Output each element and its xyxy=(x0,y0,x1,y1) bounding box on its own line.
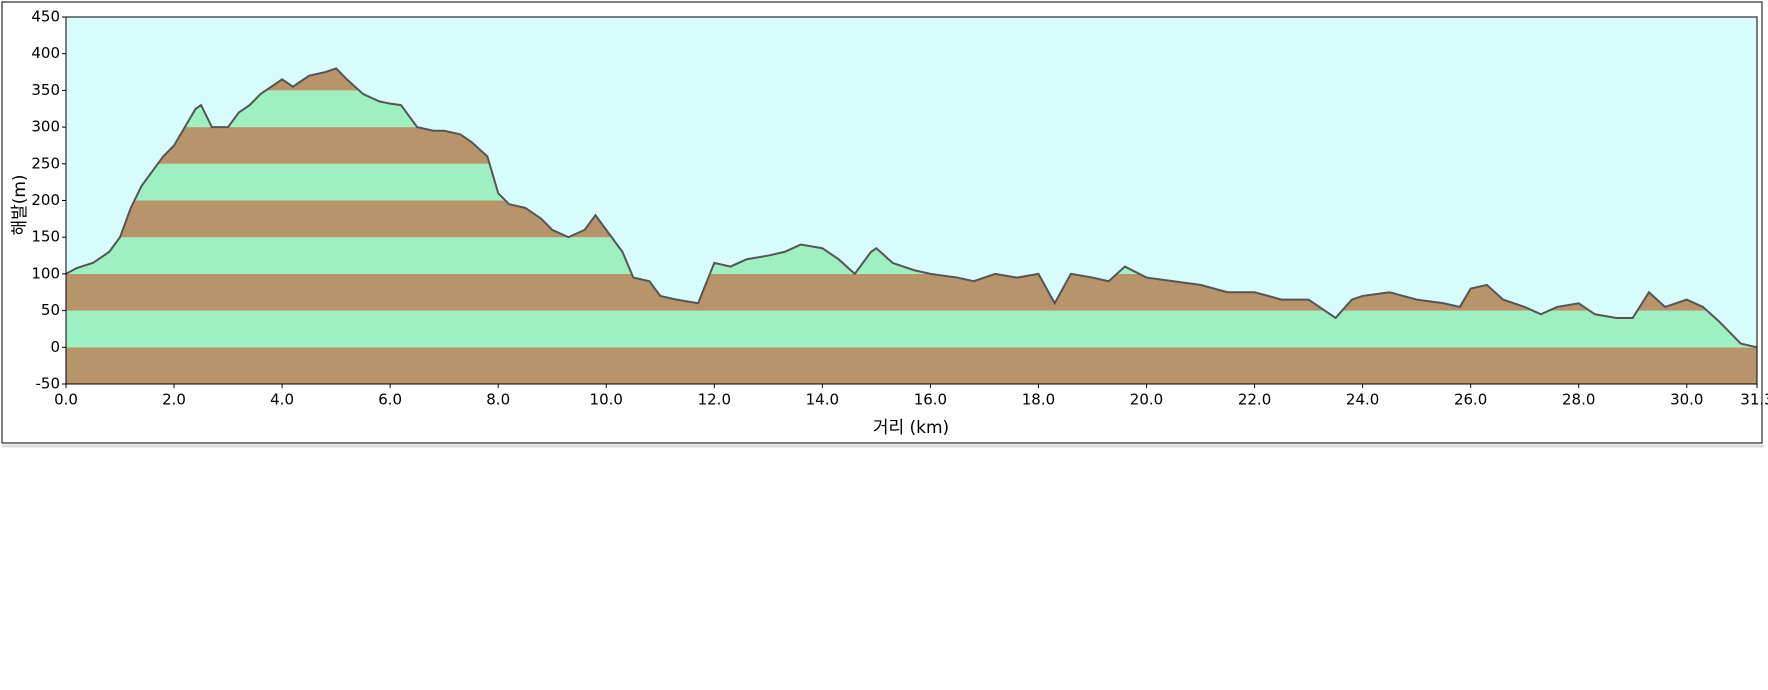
y-tick-label: 0 xyxy=(50,338,60,356)
x-tick-label: 16.0 xyxy=(914,391,947,409)
x-tick-label: 24.0 xyxy=(1346,391,1379,409)
y-tick-label: 50 xyxy=(41,301,60,319)
y-axis-label: 해발(m) xyxy=(10,174,30,235)
x-tick-label: 20.0 xyxy=(1130,391,1163,409)
y-tick-label: 150 xyxy=(31,228,60,246)
elevation-band xyxy=(66,347,1757,384)
x-tick-label: 0.0 xyxy=(54,391,78,409)
x-tick-label: 12.0 xyxy=(698,391,731,409)
y-tick-label: 450 xyxy=(31,8,60,26)
x-tick-label: 6.0 xyxy=(378,391,402,409)
x-tick-label: 18.0 xyxy=(1022,391,1055,409)
y-tick-label: 400 xyxy=(31,44,60,62)
y-tick-label: 200 xyxy=(31,191,60,209)
elevation-line xyxy=(65,67,1758,349)
x-tick-label: 10.0 xyxy=(590,391,623,409)
x-tick-label: 26.0 xyxy=(1454,391,1487,409)
y-tick-label: 300 xyxy=(31,118,60,136)
x-tick-label: 8.0 xyxy=(486,391,510,409)
y-tick-label: 350 xyxy=(31,81,60,99)
x-tick-label: 31.3 xyxy=(1740,391,1768,409)
x-tick-label: 30.0 xyxy=(1670,391,1703,409)
x-tick-label: 4.0 xyxy=(270,391,294,409)
x-axis-label: 거리 (km) xyxy=(873,418,949,438)
y-tick-label: 100 xyxy=(31,264,60,282)
y-tick-label: 250 xyxy=(31,154,60,172)
elevation-band xyxy=(66,310,1757,348)
y-tick-label: -50 xyxy=(36,375,61,393)
x-tick-label: 2.0 xyxy=(162,391,186,409)
x-tick-label: 14.0 xyxy=(806,391,839,409)
x-tick-label: 22.0 xyxy=(1238,391,1271,409)
x-tick-label: 28.0 xyxy=(1562,391,1595,409)
